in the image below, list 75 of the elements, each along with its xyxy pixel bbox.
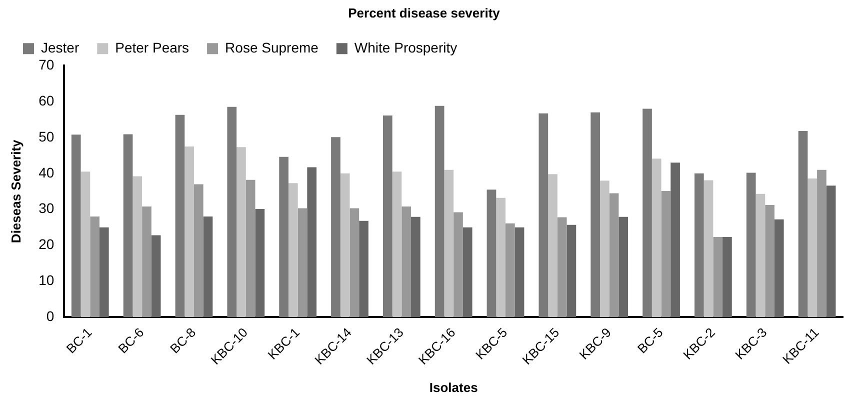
y-tick-label: 20 bbox=[38, 236, 54, 252]
y-tick-label: 70 bbox=[38, 56, 54, 72]
y-tick-label: 10 bbox=[38, 272, 54, 288]
bar bbox=[496, 198, 506, 318]
bar bbox=[402, 206, 412, 318]
bar bbox=[609, 193, 619, 318]
bar bbox=[340, 173, 350, 318]
bar bbox=[298, 208, 308, 318]
bar bbox=[279, 156, 288, 318]
bar bbox=[454, 212, 463, 318]
bar bbox=[826, 186, 836, 318]
y-tick-label: 40 bbox=[38, 164, 54, 180]
bar bbox=[661, 191, 671, 318]
legend-label: Rose Supreme bbox=[225, 39, 319, 56]
bar bbox=[175, 114, 185, 318]
bar bbox=[151, 235, 161, 318]
bar bbox=[756, 194, 766, 318]
bar bbox=[246, 180, 256, 318]
bar bbox=[538, 113, 548, 318]
bar bbox=[774, 219, 784, 318]
bar bbox=[350, 208, 360, 318]
bar bbox=[462, 227, 472, 318]
bar bbox=[71, 134, 81, 318]
bar bbox=[444, 170, 454, 318]
bar bbox=[713, 237, 723, 318]
y-tick-label: 30 bbox=[38, 200, 54, 216]
bar bbox=[670, 162, 680, 318]
bar bbox=[618, 216, 628, 318]
legend-label: Peter Pears bbox=[115, 39, 190, 56]
y-tick-label: 0 bbox=[46, 308, 54, 324]
bar bbox=[704, 180, 714, 318]
bar bbox=[184, 146, 194, 318]
y-tick-label: 60 bbox=[38, 92, 54, 108]
bar bbox=[722, 237, 732, 318]
bar bbox=[90, 216, 100, 318]
y-axis-title: Dieseas Severity bbox=[8, 138, 24, 244]
bar bbox=[331, 137, 340, 318]
bar bbox=[506, 223, 515, 318]
bar bbox=[142, 206, 152, 318]
bar bbox=[798, 131, 808, 318]
bar bbox=[227, 106, 237, 318]
bar bbox=[642, 108, 652, 318]
bar bbox=[255, 209, 265, 318]
bar bbox=[99, 227, 109, 318]
bar bbox=[746, 172, 756, 318]
bar bbox=[123, 134, 133, 318]
bar bbox=[194, 184, 204, 318]
y-tick-label: 50 bbox=[38, 128, 54, 144]
bar bbox=[817, 170, 826, 318]
bar bbox=[590, 112, 600, 318]
bar bbox=[411, 216, 420, 318]
bar bbox=[434, 106, 444, 318]
bar bbox=[694, 173, 704, 318]
bar bbox=[359, 220, 368, 318]
legend-label: White Prosperity bbox=[354, 39, 458, 56]
bar bbox=[307, 167, 317, 318]
bar bbox=[236, 147, 246, 318]
bar bbox=[486, 190, 496, 318]
bar bbox=[203, 216, 213, 318]
bar bbox=[80, 172, 90, 318]
bar bbox=[808, 178, 818, 318]
bar bbox=[600, 180, 610, 318]
bar bbox=[566, 224, 576, 318]
chart-title: Percent disease severity bbox=[348, 5, 501, 20]
legend-label: Jester bbox=[41, 39, 80, 56]
bar bbox=[652, 158, 662, 318]
bar bbox=[557, 217, 567, 318]
bar bbox=[288, 183, 298, 318]
x-axis-title: Isolates bbox=[429, 380, 478, 395]
bar bbox=[514, 227, 524, 318]
bar bbox=[382, 116, 392, 318]
bar bbox=[765, 205, 774, 318]
bar bbox=[392, 172, 402, 318]
bar bbox=[132, 176, 142, 318]
bar bbox=[548, 174, 558, 318]
